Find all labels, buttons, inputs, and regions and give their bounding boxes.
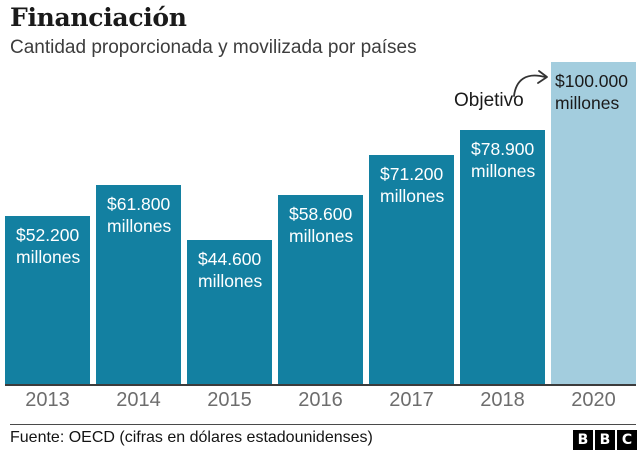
x-axis-label-2016: 2016 [298, 389, 343, 411]
bar-2015: $44.600 millones [187, 240, 272, 384]
bbc-logo-letter: C [617, 430, 637, 450]
bar-value-label: $44.600 millones [198, 249, 263, 291]
bar-value-label: $58.600 millones [289, 204, 354, 246]
x-axis-label-2018: 2018 [480, 389, 525, 411]
target-annotation-label: Objetivo [454, 90, 524, 111]
x-axis-label-2020: 2020 [571, 389, 616, 411]
bar-value-label: $52.200 millones [16, 225, 81, 267]
bar-2020: $100.000 millones [551, 62, 636, 384]
bar-2018: $78.900 millones [460, 130, 545, 384]
bar-2017: $71.200 millones [369, 155, 454, 384]
x-axis-line [5, 384, 636, 386]
bar-value-label: $71.200 millones [380, 164, 445, 206]
x-axis-label-2013: 2013 [25, 389, 70, 411]
curved-arrow-icon [513, 70, 548, 97]
bar-value-label: $100.000 millones [555, 71, 628, 113]
bar-2013: $52.200 millones [5, 216, 90, 384]
source-credit: Fuente: OECD (cifras en dólares estadoun… [10, 429, 373, 446]
bar-value-label: $78.900 millones [471, 139, 536, 181]
x-axis-label-2015: 2015 [207, 389, 252, 411]
bar-2014: $61.800 millones [96, 185, 181, 384]
plot-area: $52.200 millones 2013 $61.800 millones 2014 $4… [5, 62, 636, 411]
bbc-logo-letter: B [595, 430, 615, 450]
x-axis-label-2017: 2017 [389, 389, 434, 411]
x-axis-label-2014: 2014 [116, 389, 161, 411]
bar-value-label: $61.800 millones [107, 194, 172, 236]
bbc-logo-letter: B [573, 430, 593, 450]
bbc-logo: B B C [573, 430, 637, 450]
bar-2016: $58.600 millones [278, 195, 363, 384]
footer-divider [10, 424, 636, 425]
chart-title: Financiación [10, 3, 187, 32]
chart-subtitle: Cantidad proporcionada y movilizada por … [10, 37, 417, 58]
